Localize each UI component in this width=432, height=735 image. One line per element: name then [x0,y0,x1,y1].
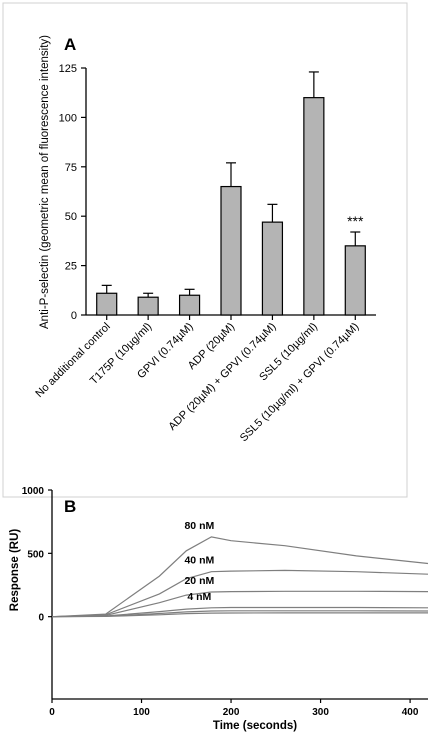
y-tick-label-a: 0 [71,310,77,322]
bar [220,185,242,316]
line-chart-b: Response (RU) Time (seconds) 0 500 1000 0 10… [9,486,429,732]
y-tick-label-a: 25 [65,261,77,273]
sensorgram-curve [51,612,428,618]
significance-annotation: *** [347,213,364,229]
x-tick-label-b: 300 [312,707,329,718]
x-tick-label-b: 400 [402,707,419,718]
panel-a-label: A [64,35,76,54]
bar [96,292,118,316]
sensorgram-curve [51,569,429,618]
y-tick-label-a: 125 [59,63,77,75]
x-tick-label-b: 200 [223,707,240,718]
bar [137,296,159,316]
bar-chart-a: Anti-P-selectin (geometric mean of fluor… [33,35,376,444]
x-tick-label-b: 100 [133,707,150,718]
y-axis-title-a: Anti-P-selectin (geometric mean of fluor… [39,35,51,329]
bar [344,245,366,316]
curve-label: 20 nM [184,575,214,587]
sensorgram-curve [51,536,429,618]
y-tick-label-b: 0 [38,613,44,624]
y-axis-title-b: Response (RU) [9,529,21,612]
x-axis-title-b: Time (seconds) [213,720,297,732]
curve-label: 40 nM [184,555,214,567]
sensorgram-curve [51,590,429,618]
y-tick-label-b: 500 [27,549,44,560]
bar [303,97,325,316]
bar [178,294,201,316]
sensorgram-curve [51,606,429,618]
bar [261,221,284,316]
curve-label: 4 nM [187,591,211,603]
panel-b-label: B [64,497,76,516]
curve-label: 80 nM [184,520,214,532]
y-tick-label-a: 50 [65,211,77,223]
x-tick-label-b: 0 [49,707,55,718]
y-tick-label-a: 100 [59,112,77,124]
y-tick-label-b: 1000 [22,486,45,497]
panel-a-border [2,2,408,498]
x-tick-label-a: No additional control [33,321,112,400]
y-tick-label-a: 75 [65,162,77,174]
